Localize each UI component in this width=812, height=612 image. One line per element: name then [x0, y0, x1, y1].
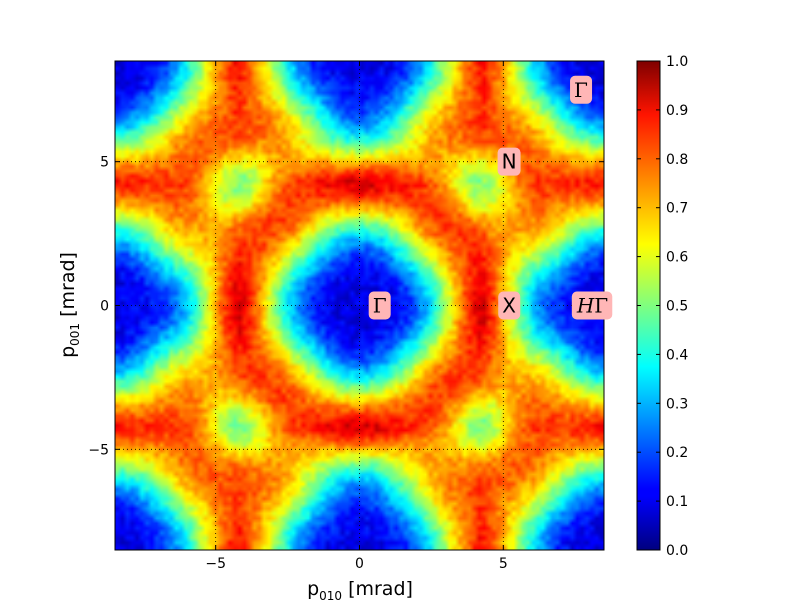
- symmetry-point-annotation: HΓ: [571, 291, 613, 320]
- x-tick-label: −5: [205, 556, 226, 572]
- symmetry-point-label: Γ: [574, 78, 588, 102]
- symmetry-point-badge: [498, 291, 521, 320]
- symmetry-point-badge: [497, 147, 521, 176]
- symmetry-point-badge: [368, 291, 391, 320]
- colorbar-tick-label: 0.3: [666, 396, 688, 412]
- colorbar-tick-label: 0.5: [666, 299, 688, 315]
- symmetry-point-badge: [570, 75, 593, 104]
- x-tick-label: 0: [355, 556, 364, 572]
- symmetry-point-label: Γ: [373, 294, 387, 318]
- y-tick-label: −5: [88, 442, 109, 458]
- symmetry-point-badge: [571, 291, 613, 320]
- symmetry-point-labels: Γ X N Γ HΓ: [368, 75, 613, 320]
- colorbar-tick-label: 0.2: [666, 445, 688, 461]
- x-tick-label: 5: [499, 556, 508, 572]
- colorbar-tick-label: 0.0: [666, 543, 688, 559]
- symmetry-point-annotation: Γ: [368, 291, 391, 320]
- colorbar-tick-label: 0.9: [666, 103, 688, 119]
- colorbar: 0.0 0.1 0.2 0.3 0.4 0.5 0.6 0.7 0.8 0.9 1.0: [636, 54, 688, 559]
- symmetry-point-label: X: [502, 294, 516, 318]
- y-tick-label: 0: [100, 299, 109, 315]
- y-tick-label: 5: [100, 155, 109, 171]
- colorbar-ticks: 0.0 0.1 0.2 0.3 0.4 0.5 0.6 0.7 0.8 0.9 1.0: [637, 54, 688, 559]
- symmetry-point-annotation: Γ: [570, 75, 593, 104]
- colorbar-tick-label: 0.6: [666, 250, 688, 266]
- x-axis-label: p010 [mrad]: [307, 578, 413, 603]
- colorbar-tick-label: 0.4: [666, 347, 688, 363]
- symmetry-point-label: N: [502, 150, 517, 174]
- colorbar-tick-label: 0.1: [666, 494, 688, 510]
- symmetry-point-annotation: X: [498, 291, 521, 320]
- symmetry-point-annotation: N: [497, 147, 521, 176]
- colorbar-tick-label: 1.0: [666, 54, 688, 70]
- axis-ticks: −5 0 5 −5 0 5: [88, 61, 604, 572]
- symmetry-point-label: HΓ: [576, 294, 608, 318]
- y-axis-label: p001 [mrad]: [57, 252, 82, 358]
- colorbar-tick-label: 0.7: [666, 201, 688, 217]
- colorbar-tick-label: 0.8: [666, 152, 688, 168]
